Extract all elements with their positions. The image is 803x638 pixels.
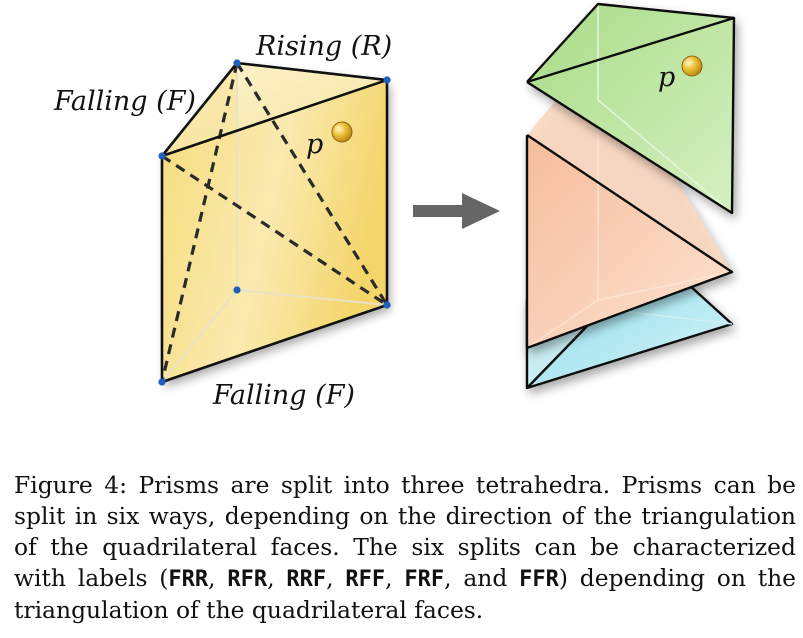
caption-code-rfr: RFR [227,567,268,592]
prism-vertices [158,59,391,386]
caption-code-rff: RFF [345,567,386,592]
caption-text-1: Prisms are split into three tetrahedra. … [14,471,796,592]
caption-text-2: ) depending on the triangulation of the … [14,564,797,624]
prism-hidden-edges [161,63,388,383]
caption-code-rrf: RRF [286,567,327,592]
tetra-top [526,2,736,215]
prism-edges [160,61,389,384]
point-p-left-ball [331,121,353,143]
arrow-icon [413,193,500,229]
caption-code-frf: FRF [404,567,445,592]
caption-code-frr: FRR [168,567,209,592]
falling-bottom-label: Falling (F) [212,380,355,411]
caption-code-ffr: FFR [519,567,559,592]
caption-figure-label: Figure 4: [14,471,127,499]
rising-label: Rising (R) [255,31,392,62]
figure-caption: Figure 4: Prisms are split into three te… [14,471,797,624]
prism-front-face [162,80,387,382]
point-p-right-label: p [658,62,675,93]
prism-diagonals [160,62,389,383]
prism-split-figure: p Rising (R) Falling (F) Falling (F) [53,2,736,411]
point-p-right-ball [681,55,703,77]
falling-left-label: Falling (F) [53,86,196,117]
point-p-left-label: p [306,129,323,160]
